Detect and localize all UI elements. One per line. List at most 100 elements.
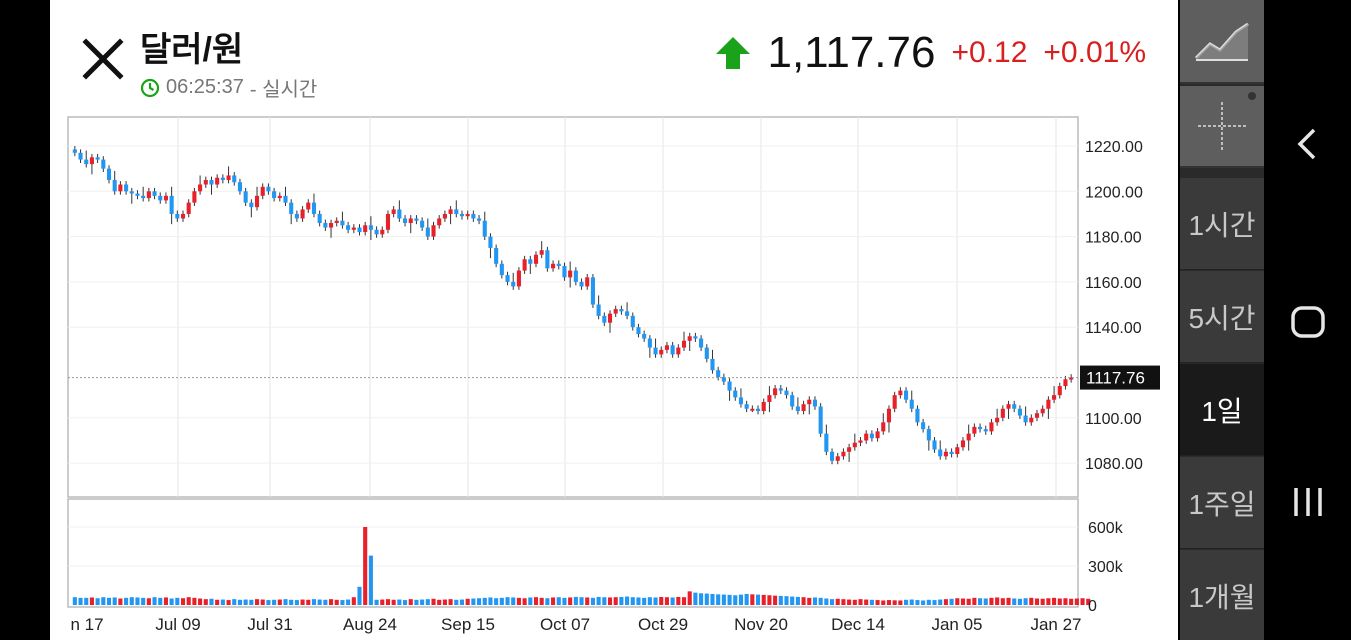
candle-body	[818, 406, 823, 434]
volume-bar	[124, 597, 129, 605]
back-icon[interactable]	[1286, 122, 1330, 166]
volume-bar	[613, 597, 618, 605]
volume-bar	[363, 527, 368, 605]
volume-bar	[118, 598, 123, 605]
volume-bar	[505, 597, 510, 605]
current-price: 1,117.76	[767, 28, 936, 77]
crosshair-button[interactable]	[1180, 86, 1264, 168]
volume-bar	[391, 599, 396, 605]
candle-body	[141, 195, 146, 199]
realtime-label: - 실시간	[249, 79, 318, 101]
volume-bar	[539, 597, 544, 605]
candle-body	[277, 195, 282, 199]
volume-bar	[385, 599, 391, 605]
volume-bar	[528, 597, 533, 605]
candle-body	[1029, 417, 1034, 423]
price-chart[interactable]: 1220.00 1200.00 1180.00 1160.00 1140.00 1100.…	[66, 114, 1178, 640]
x-tick-label: Dec 14	[831, 615, 885, 634]
candle-body	[198, 184, 203, 192]
candle-body	[243, 191, 248, 203]
volume-bar	[653, 597, 658, 605]
candle-body	[397, 209, 402, 219]
tab-5-hours[interactable]: 5시간	[1180, 271, 1264, 363]
volume-bar	[1029, 597, 1034, 605]
volume-bar	[551, 597, 556, 605]
x-tick-label: n 17	[70, 615, 103, 634]
volume-bar	[141, 597, 146, 605]
tab-1-day[interactable]: 1일	[1180, 364, 1264, 456]
chart-type-button[interactable]	[1180, 0, 1264, 84]
volume-bar	[647, 597, 652, 605]
price-plot-frame	[67, 116, 1079, 498]
candle-body	[215, 177, 220, 185]
volume-bar	[209, 598, 214, 605]
candle-body	[602, 315, 607, 323]
volume-bar	[767, 595, 772, 605]
y-tick-label: 1100.00	[1085, 411, 1142, 428]
candle-body	[232, 175, 237, 183]
candle-body	[363, 225, 368, 233]
candle-body	[1046, 399, 1051, 409]
volume-bar	[630, 597, 635, 605]
volume-bar	[437, 599, 442, 605]
close-icon[interactable]	[82, 38, 124, 80]
candle-body	[829, 451, 835, 461]
candle-body	[636, 327, 641, 334]
volume-bar	[818, 597, 823, 605]
current-price-label: 1117.76	[1086, 369, 1145, 388]
candle-body	[499, 263, 504, 276]
candle-body	[317, 213, 322, 224]
candle-body	[784, 390, 789, 396]
volume-bar	[904, 599, 909, 605]
volume-bar	[323, 599, 328, 605]
volume-bar	[1040, 598, 1045, 605]
candle-body	[528, 259, 533, 264]
candle-body	[801, 404, 806, 412]
candle-body	[704, 347, 709, 359]
home-icon[interactable]	[1286, 300, 1330, 344]
candle-body	[869, 433, 874, 439]
volume-bar	[175, 597, 180, 605]
volume-bar	[425, 599, 430, 605]
volume-bar	[232, 599, 237, 605]
candle-body	[380, 229, 385, 235]
price-change: +0.12	[951, 36, 1028, 69]
candle-body	[488, 236, 493, 248]
tab-1-week[interactable]: 1주일	[1180, 457, 1264, 549]
candle-body	[254, 195, 260, 208]
x-tick-label: Aug 24	[343, 615, 397, 634]
volume-bar	[926, 599, 931, 605]
volume-bar	[254, 599, 260, 605]
volume-bar	[163, 597, 168, 605]
volume-bar	[1023, 598, 1028, 605]
candle-body	[539, 250, 544, 255]
candle-body	[323, 223, 328, 228]
volume-tick-label: 600k	[1088, 520, 1124, 537]
system-nav-bar	[1264, 0, 1351, 640]
candle-body	[522, 259, 527, 271]
tab-1-hour[interactable]: 1시간	[1180, 178, 1264, 270]
candle-body	[135, 193, 140, 196]
candle-body	[203, 179, 208, 185]
tab-1-month[interactable]: 1개월	[1180, 550, 1264, 640]
candle-body	[681, 340, 687, 348]
volume-bar	[306, 599, 311, 605]
candle-body	[420, 220, 425, 228]
candle-body	[84, 159, 89, 165]
candle-body	[750, 408, 755, 411]
volume-bar	[146, 598, 151, 605]
volume-bar	[471, 598, 476, 605]
x-tick-label: Jan 05	[931, 615, 982, 634]
candle-body	[812, 399, 818, 407]
candle-body	[306, 202, 311, 210]
candle-body	[625, 311, 630, 316]
volume-bar	[431, 598, 436, 605]
candle-body	[192, 191, 197, 203]
volume-plot-frame	[67, 498, 1079, 608]
x-tick-label: Sep 15	[441, 615, 495, 634]
candle-body	[773, 388, 778, 396]
recent-apps-icon[interactable]	[1286, 480, 1330, 524]
candle-body	[659, 349, 664, 355]
volume-bar	[681, 597, 687, 605]
candle-body	[642, 333, 647, 339]
